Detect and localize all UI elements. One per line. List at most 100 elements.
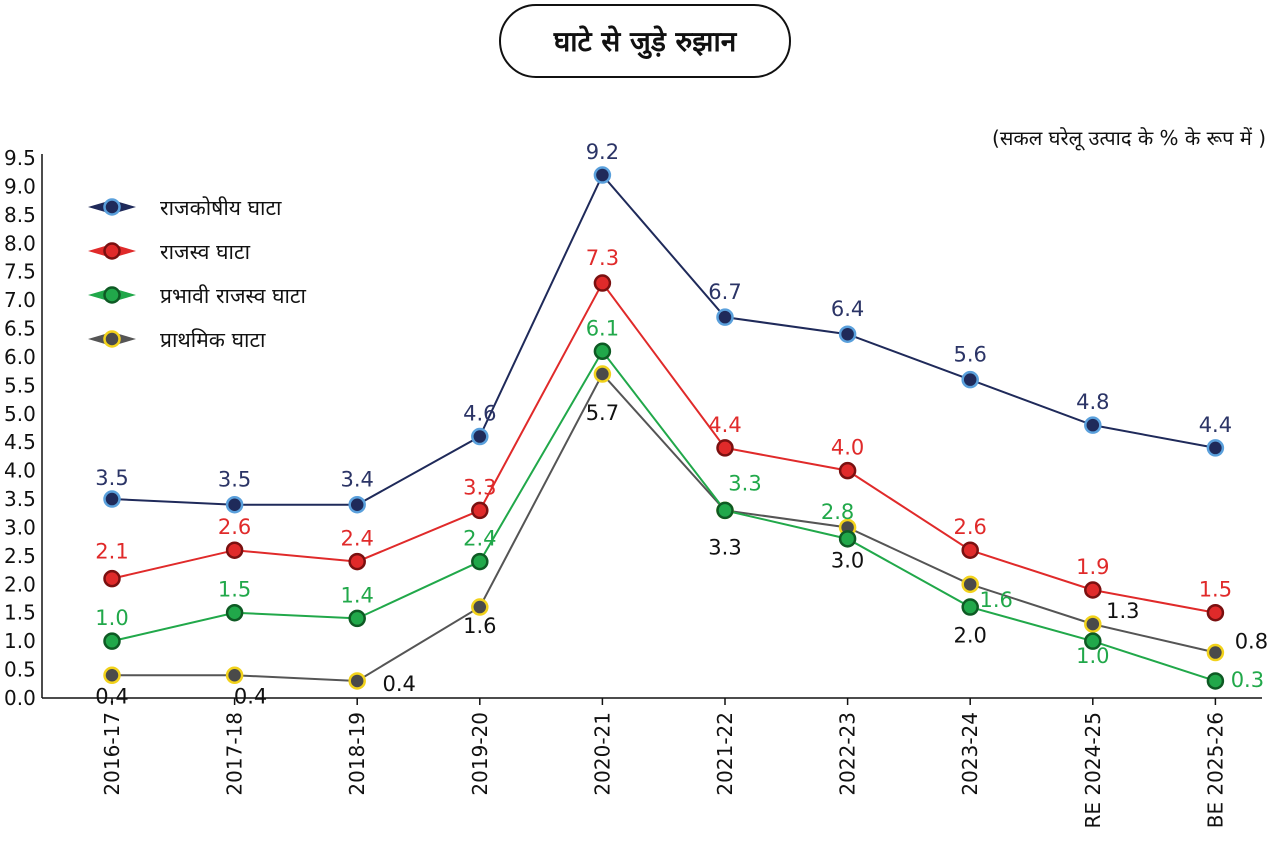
data-label: 1.3 <box>1106 599 1139 623</box>
legend-swatch-marker <box>103 330 121 348</box>
y-tick-label: 6.5 <box>4 317 36 341</box>
data-label: 1.0 <box>1076 644 1109 668</box>
legend-label: प्रभावी राजस्व घाटा <box>160 284 307 308</box>
data-label: 2.6 <box>953 515 986 539</box>
chart-subtitle: (सकल घरेलू उत्पाद के % के रूप में ) <box>992 126 1266 150</box>
data-point <box>348 495 366 514</box>
legend-swatch-marker <box>103 286 121 304</box>
data-point <box>1084 615 1102 633</box>
data-point <box>961 370 979 389</box>
data-label: 0.4 <box>95 684 128 708</box>
data-label: 3.3 <box>463 475 496 499</box>
data-point <box>838 461 857 480</box>
data-label: 1.6 <box>979 588 1012 612</box>
data-label: 7.3 <box>586 246 619 270</box>
data-point <box>593 365 612 383</box>
legend-swatch-marker <box>103 198 121 216</box>
data-point <box>716 501 734 520</box>
y-tick-label: 8.0 <box>4 231 36 255</box>
x-tick-label: 2016-17 <box>100 712 124 796</box>
data-point <box>471 501 489 520</box>
series-line <box>112 372 1216 682</box>
data-point <box>103 632 121 650</box>
y-tick-label: 2.0 <box>4 572 36 596</box>
data-point <box>103 666 121 685</box>
x-tick-label: 2021-22 <box>713 712 737 796</box>
data-point <box>471 598 489 616</box>
data-label: 1.9 <box>1076 555 1109 579</box>
data-label: 3.4 <box>340 468 373 492</box>
legend: राजकोषीय घाटा राजस्व घाटा प्रभावी राजस्व घ… <box>88 196 307 352</box>
data-label: 6.1 <box>586 316 619 340</box>
y-tick-label: 0.5 <box>4 658 36 682</box>
data-label: 9.2 <box>586 140 619 164</box>
y-tick-label: 1.0 <box>4 629 36 653</box>
series-line <box>111 173 1216 506</box>
x-tick-label: 2023-24 <box>958 712 982 796</box>
y-tick-label: 5.0 <box>4 402 36 426</box>
x-tick-label: RE 2024-25 <box>1081 712 1105 828</box>
y-tick-label: 8.5 <box>4 203 36 227</box>
data-point <box>593 166 612 184</box>
data-point <box>348 609 366 628</box>
data-label: 1.6 <box>463 614 496 638</box>
y-tick-label: 1.5 <box>4 601 36 625</box>
data-point <box>593 342 612 361</box>
data-label: 1.5 <box>1199 578 1232 602</box>
data-label: 3.0 <box>831 548 864 572</box>
data-label: 3.5 <box>95 466 128 490</box>
y-tick-label: 0.0 <box>4 686 36 710</box>
data-point <box>103 569 121 588</box>
data-point <box>471 552 489 571</box>
data-label: 1.5 <box>218 578 251 602</box>
data-label: 2.6 <box>218 515 251 539</box>
data-point <box>1206 439 1225 457</box>
data-point <box>225 495 244 514</box>
series-markers <box>103 166 1225 690</box>
y-tick-label: 4.0 <box>4 459 36 483</box>
data-point <box>348 552 366 571</box>
data-label: 1.0 <box>95 606 128 630</box>
legend-label: राजकोषीय घाटा <box>160 196 282 220</box>
x-tick-label: 2017-18 <box>223 712 247 796</box>
data-label: 0.3 <box>1231 668 1264 692</box>
y-tick-label: 3.0 <box>4 515 36 539</box>
data-label: 4.0 <box>831 436 864 460</box>
x-tick-label: 2019-20 <box>468 712 492 796</box>
data-label: 5.6 <box>953 343 986 367</box>
data-label: 2.8 <box>821 500 854 524</box>
data-label: 5.7 <box>586 401 619 425</box>
data-label: 0.8 <box>1235 630 1268 654</box>
y-tick-label: 9.0 <box>4 174 36 198</box>
data-labels: 3.5 3.5 3.4 4.6 9.2 6.7 6.4 5.6 4.8 4.4 2.1 2.6 2.4 3… <box>95 140 1268 708</box>
data-label: 6.4 <box>831 297 864 321</box>
data-point <box>961 575 979 594</box>
data-label: 4.6 <box>463 402 496 426</box>
data-label: 3.3 <box>708 535 741 559</box>
data-point <box>961 541 979 559</box>
y-tick-label: 4.5 <box>4 430 36 454</box>
data-point <box>1084 581 1102 599</box>
data-label: 2.4 <box>340 527 373 551</box>
data-point <box>716 439 734 457</box>
data-label: 6.7 <box>708 280 741 304</box>
series-line <box>111 281 1216 614</box>
y-tick-label: 6.0 <box>4 345 36 369</box>
data-label: 4.4 <box>1199 413 1232 437</box>
data-label: 1.4 <box>340 583 373 607</box>
data-point <box>1084 416 1102 434</box>
data-label: 0.4 <box>382 672 415 696</box>
data-label: 2.4 <box>463 527 496 551</box>
y-tick-label: 2.5 <box>4 544 36 568</box>
data-label: 4.8 <box>1076 390 1109 414</box>
data-label: 4.4 <box>708 413 741 437</box>
data-point <box>1206 603 1225 622</box>
chart-title: घाटे से जुड़े रुझान <box>499 4 791 78</box>
series-lines <box>111 173 1216 682</box>
x-tick-label: 2020-21 <box>590 712 614 796</box>
data-point <box>838 530 857 548</box>
data-label: 2.0 <box>953 623 986 647</box>
x-tick-label: 2022-23 <box>836 712 860 796</box>
data-point <box>838 325 857 343</box>
data-point <box>1206 643 1225 662</box>
